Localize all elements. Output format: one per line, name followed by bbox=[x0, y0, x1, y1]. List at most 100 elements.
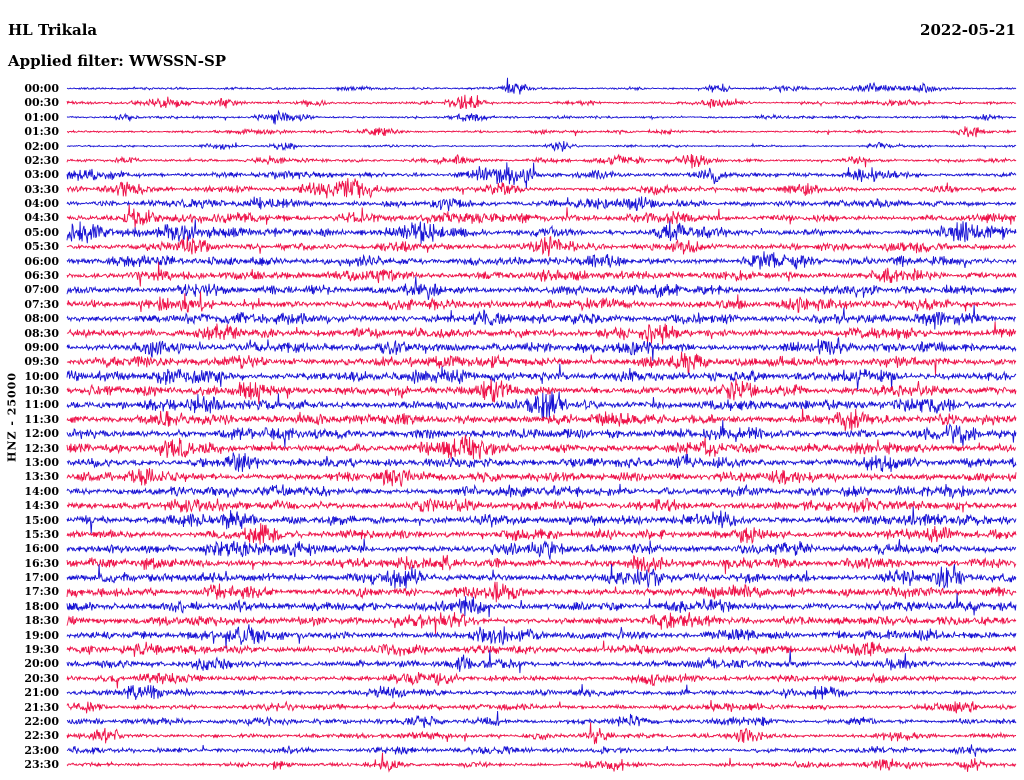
time-label-0730: 07:30 bbox=[24, 297, 59, 311]
time-label-0600: 06:00 bbox=[24, 254, 59, 268]
time-label-1030: 10:30 bbox=[24, 384, 59, 398]
time-label-1400: 14:00 bbox=[24, 484, 59, 498]
trace-2200 bbox=[66, 710, 1017, 729]
time-label-1100: 11:00 bbox=[24, 398, 59, 412]
trace-2030 bbox=[66, 671, 1017, 689]
time-label-1930: 19:30 bbox=[24, 643, 59, 656]
trace-0600 bbox=[66, 251, 1017, 270]
time-label-0200: 02:00 bbox=[24, 139, 59, 153]
trace-1900 bbox=[66, 624, 1017, 649]
time-label-0500: 05:00 bbox=[24, 225, 59, 239]
trace-2300 bbox=[66, 744, 1017, 757]
trace-1800 bbox=[66, 592, 1017, 618]
time-label-0100: 01:00 bbox=[24, 110, 59, 124]
trace-0230 bbox=[66, 153, 1017, 169]
trace-2330 bbox=[66, 752, 1017, 773]
trace-1430 bbox=[66, 497, 1017, 513]
trace-1700 bbox=[66, 564, 1017, 589]
time-label-2030: 20:30 bbox=[24, 671, 59, 685]
time-label-0630: 06:30 bbox=[24, 269, 59, 282]
time-label-1700: 17:00 bbox=[24, 571, 59, 585]
trace-1600 bbox=[66, 538, 1017, 560]
trace-1230 bbox=[66, 434, 1016, 460]
time-label-1730: 17:30 bbox=[24, 585, 59, 599]
time-label-0900: 09:00 bbox=[24, 340, 59, 354]
trace-1100 bbox=[66, 391, 1017, 419]
trace-1500 bbox=[66, 506, 1017, 534]
time-label-2130: 21:30 bbox=[24, 700, 59, 714]
trace-1930 bbox=[66, 640, 1017, 657]
trace-1130 bbox=[66, 408, 1017, 432]
time-label-0230: 02:30 bbox=[24, 153, 59, 167]
time-label-1000: 10:00 bbox=[24, 369, 59, 383]
trace-0800 bbox=[66, 305, 1017, 330]
trace-0500 bbox=[66, 219, 1017, 244]
trace-2130 bbox=[66, 700, 1017, 714]
trace-0130 bbox=[66, 126, 1017, 138]
trace-1030 bbox=[66, 378, 1017, 405]
trace-0400 bbox=[66, 196, 1017, 212]
trace-0930 bbox=[66, 351, 1017, 376]
time-label-1600: 16:00 bbox=[24, 542, 59, 556]
time-label-0400: 04:00 bbox=[24, 197, 59, 211]
trace-2000 bbox=[66, 650, 1017, 674]
station-title: HL Trikala bbox=[8, 21, 98, 39]
time-label-0930: 09:30 bbox=[24, 355, 59, 369]
trace-0430 bbox=[66, 204, 1017, 228]
time-label-1200: 12:00 bbox=[24, 427, 59, 441]
time-label-1900: 19:00 bbox=[24, 628, 59, 642]
time-label-2230: 22:30 bbox=[24, 729, 59, 743]
trace-0030 bbox=[66, 94, 1017, 110]
trace-2230 bbox=[66, 722, 1016, 745]
trace-0830 bbox=[66, 321, 1017, 345]
date-label: 2022-05-21 bbox=[920, 21, 1016, 39]
trace-0700 bbox=[66, 276, 1017, 301]
time-label-1630: 16:30 bbox=[24, 556, 59, 570]
time-label-0000: 00:00 bbox=[24, 82, 59, 95]
time-label-1830: 18:30 bbox=[24, 614, 59, 628]
trace-0630 bbox=[66, 261, 1017, 287]
time-label-1800: 18:00 bbox=[24, 599, 59, 613]
time-label-2100: 21:00 bbox=[24, 686, 59, 700]
time-label-1330: 13:30 bbox=[24, 470, 59, 484]
time-label-2330: 23:30 bbox=[24, 758, 59, 772]
trace-0200 bbox=[66, 140, 1017, 152]
time-label-0430: 04:30 bbox=[24, 211, 59, 225]
trace-0730 bbox=[66, 291, 1017, 313]
trace-1300 bbox=[66, 452, 1017, 472]
trace-0900 bbox=[66, 336, 1017, 361]
time-label-0130: 01:30 bbox=[24, 125, 59, 139]
time-label-1430: 14:30 bbox=[24, 499, 59, 513]
trace-0000 bbox=[66, 77, 1017, 95]
trace-0100 bbox=[66, 109, 1017, 125]
time-label-2200: 22:00 bbox=[24, 714, 59, 728]
time-label-0700: 07:00 bbox=[24, 283, 59, 297]
time-label-0830: 08:30 bbox=[24, 326, 59, 340]
filter-label: Applied filter: WWSSN-SP bbox=[8, 52, 227, 70]
time-label-0300: 03:00 bbox=[24, 168, 59, 182]
time-label-2000: 20:00 bbox=[24, 657, 59, 671]
trace-1200 bbox=[66, 420, 1017, 448]
trace-1000 bbox=[66, 363, 1017, 390]
trace-1730 bbox=[66, 581, 1017, 603]
time-label-1500: 15:00 bbox=[24, 513, 59, 527]
time-label-0330: 03:30 bbox=[24, 182, 59, 196]
trace-1830 bbox=[66, 612, 1017, 635]
trace-0300 bbox=[66, 162, 1017, 189]
time-label-0530: 05:30 bbox=[24, 240, 59, 254]
time-label-1130: 11:30 bbox=[24, 412, 59, 426]
time-label-1530: 15:30 bbox=[24, 527, 59, 541]
time-label-2300: 23:00 bbox=[24, 743, 59, 757]
time-label-0030: 00:30 bbox=[24, 96, 59, 110]
trace-0530 bbox=[66, 235, 1017, 257]
trace-0330 bbox=[66, 178, 1017, 199]
trace-1630 bbox=[66, 554, 1017, 575]
trace-1330 bbox=[66, 467, 1017, 487]
trace-1530 bbox=[66, 523, 1017, 545]
trace-1400 bbox=[66, 483, 1017, 500]
time-label-1300: 13:00 bbox=[24, 456, 59, 469]
trace-2100 bbox=[66, 684, 1017, 700]
time-label-1230: 12:30 bbox=[24, 441, 59, 455]
